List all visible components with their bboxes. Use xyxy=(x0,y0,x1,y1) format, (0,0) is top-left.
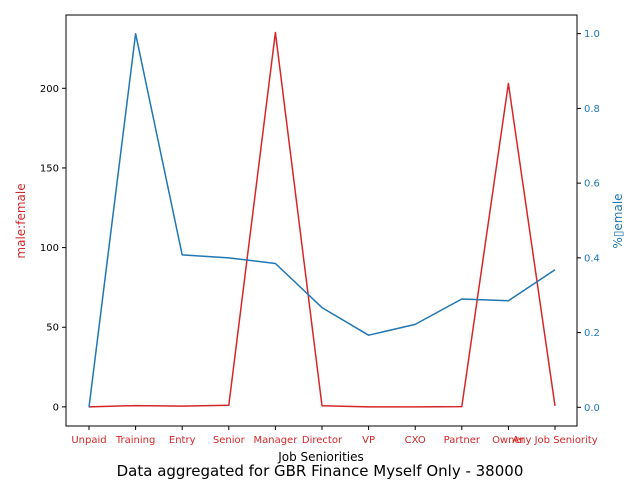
left-tick-label: 150 xyxy=(40,163,59,174)
right-tick-label: 0.4 xyxy=(584,253,600,264)
left-tick-label: 50 xyxy=(46,323,59,334)
left-tick-label: 0 xyxy=(53,402,59,413)
left-tick-label: 100 xyxy=(40,243,59,254)
right-tick-label: 0.6 xyxy=(584,179,600,190)
x-tick-label: Partner xyxy=(444,435,481,446)
x-tick-label: Director xyxy=(302,435,343,446)
series-line-pct-female xyxy=(88,32,556,408)
left-axis-label: male:female xyxy=(14,183,28,258)
right-tick-label: 0.0 xyxy=(584,403,600,414)
x-tick-label: CXO xyxy=(405,435,426,446)
x-tick-label: Manager xyxy=(253,435,298,446)
x-tick-label: Entry xyxy=(169,435,196,446)
x-tick-label: VP xyxy=(362,435,375,446)
x-tick-label: Owner xyxy=(492,435,526,446)
x-tick-label: Unpaid xyxy=(71,435,106,446)
right-tick-label: 0.8 xyxy=(584,104,600,115)
right-tick-label: 0.2 xyxy=(584,328,600,339)
chart-caption: Data aggregated for GBR Finance Myself O… xyxy=(117,462,524,480)
x-tick-label: Any Job Seniority xyxy=(512,435,597,446)
right-axis-label: %▯emale xyxy=(611,193,625,248)
x-axis-label: Job Seniorities xyxy=(277,450,364,464)
plot-area xyxy=(65,14,578,427)
x-tick-label: Training xyxy=(115,435,155,446)
left-tick-label: 200 xyxy=(40,84,59,95)
x-tick-label: Senior xyxy=(213,435,246,446)
right-tick-label: 1.0 xyxy=(584,29,600,40)
